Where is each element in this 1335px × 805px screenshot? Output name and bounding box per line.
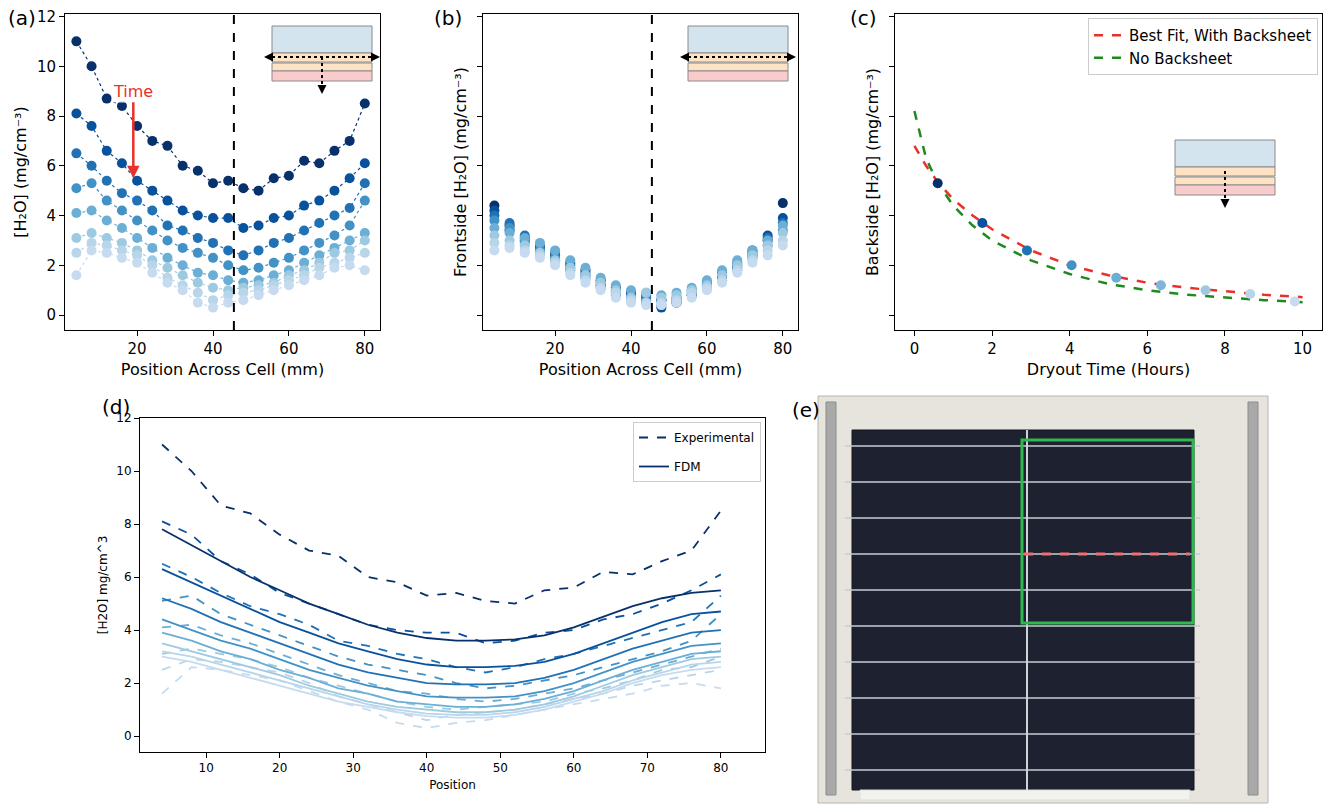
svg-text:0: 0 <box>910 340 920 358</box>
svg-text:6: 6 <box>1143 340 1153 358</box>
svg-text:70: 70 <box>640 761 655 775</box>
svg-text:8: 8 <box>124 517 132 531</box>
svg-text:20: 20 <box>128 340 147 358</box>
svg-text:40: 40 <box>419 761 434 775</box>
svg-text:Position: Position <box>429 778 476 792</box>
svg-text:No Backsheet: No Backsheet <box>1129 50 1232 68</box>
svg-text:6: 6 <box>124 570 132 584</box>
svg-text:(a): (a) <box>8 6 36 30</box>
svg-text:0: 0 <box>46 306 56 324</box>
svg-text:4: 4 <box>124 623 132 637</box>
svg-text:2: 2 <box>46 257 56 275</box>
svg-text:50: 50 <box>493 761 508 775</box>
svg-text:10: 10 <box>1293 340 1312 358</box>
svg-text:FDM: FDM <box>674 460 701 474</box>
svg-text:8: 8 <box>1220 340 1230 358</box>
svg-text:Position Across Cell (mm): Position Across Cell (mm) <box>539 360 742 379</box>
svg-text:Position Across Cell (mm): Position Across Cell (mm) <box>121 360 324 379</box>
svg-text:Frontside [H₂O] (mg/cm⁻³): Frontside [H₂O] (mg/cm⁻³) <box>451 67 470 277</box>
svg-text:12: 12 <box>37 8 56 26</box>
svg-text:[H2O] mg/cm^3: [H2O] mg/cm^3 <box>96 536 110 635</box>
svg-text:4: 4 <box>1065 340 1075 358</box>
svg-text:(c): (c) <box>850 6 877 30</box>
svg-text:40: 40 <box>621 340 640 358</box>
svg-text:2: 2 <box>987 340 997 358</box>
svg-text:20: 20 <box>272 761 287 775</box>
svg-text:[H₂O] (mg/cm⁻³): [H₂O] (mg/cm⁻³) <box>11 106 30 237</box>
svg-text:(d): (d) <box>102 395 130 419</box>
svg-text:Dryout Time (Hours): Dryout Time (Hours) <box>1027 360 1190 379</box>
svg-text:10: 10 <box>37 58 56 76</box>
svg-text:Best Fit, With Backsheet: Best Fit, With Backsheet <box>1129 27 1311 45</box>
svg-text:80: 80 <box>355 340 374 358</box>
svg-text:Experimental: Experimental <box>674 431 754 445</box>
svg-text:Time: Time <box>113 82 153 101</box>
svg-text:80: 80 <box>713 761 728 775</box>
svg-text:6: 6 <box>46 157 56 175</box>
svg-text:10: 10 <box>116 464 131 478</box>
svg-text:60: 60 <box>279 340 298 358</box>
svg-text:12: 12 <box>116 411 131 425</box>
svg-text:(e): (e) <box>792 398 820 422</box>
svg-text:10: 10 <box>199 761 214 775</box>
svg-text:(b): (b) <box>434 6 462 30</box>
svg-text:80: 80 <box>773 340 792 358</box>
svg-text:60: 60 <box>566 761 581 775</box>
svg-text:4: 4 <box>46 207 56 225</box>
svg-text:60: 60 <box>697 340 716 358</box>
svg-text:40: 40 <box>203 340 222 358</box>
svg-text:20: 20 <box>546 340 565 358</box>
svg-text:2: 2 <box>124 676 132 690</box>
svg-text:Backside [H₂O] (mg/cm⁻³): Backside [H₂O] (mg/cm⁻³) <box>863 68 882 276</box>
svg-text:8: 8 <box>46 107 56 125</box>
svg-text:30: 30 <box>346 761 361 775</box>
svg-text:0: 0 <box>124 729 132 743</box>
